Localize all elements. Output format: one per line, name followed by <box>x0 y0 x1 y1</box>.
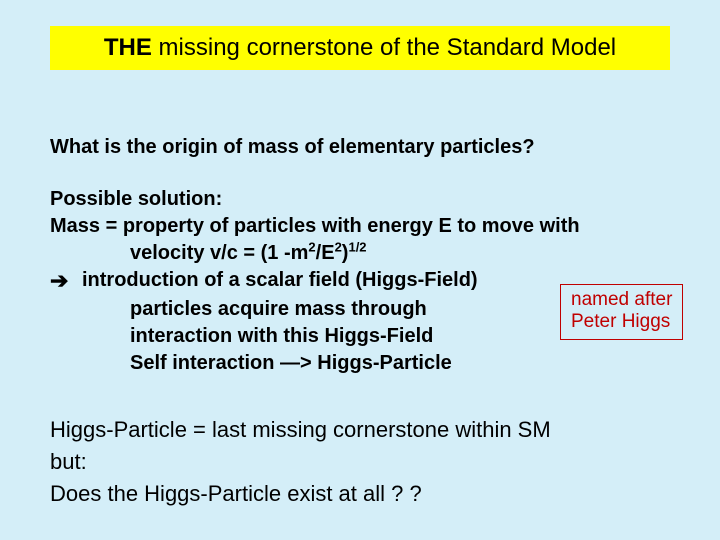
body-line-7: Self interaction —> Higgs-Particle <box>50 350 610 377</box>
body-line-3: velocity v/c = (1 -m2/E2)1/2 <box>50 240 610 267</box>
formula-part-1: velocity v/c = (1 -m <box>130 242 308 264</box>
body-block: Possible solution: Mass = property of pa… <box>50 186 610 377</box>
callout-box: named after Peter Higgs <box>560 284 683 340</box>
arrow-right-icon: ➔ <box>50 267 82 296</box>
subheading: What is the origin of mass of elementary… <box>50 136 535 159</box>
title-emphasis: THE <box>104 34 152 61</box>
slide: THE missing cornerstone of the Standard … <box>0 0 720 540</box>
body-line-5: particles acquire mass through <box>50 296 610 323</box>
body-line-6: interaction with this Higgs-Field <box>50 323 610 350</box>
body-line-2: Mass = property of particles with energy… <box>50 213 610 240</box>
title-rest: missing cornerstone of the Standard Mode… <box>152 34 616 61</box>
formula-sup-2: 2 <box>335 239 342 254</box>
body-line-4-text: introduction of a scalar field (Higgs-Fi… <box>82 267 478 296</box>
conclusion-line-1: Higgs-Particle = last missing cornerston… <box>50 414 551 446</box>
body-line-1: Possible solution: <box>50 186 610 213</box>
conclusion-line-2: but: <box>50 446 551 478</box>
formula-sup-1: 2 <box>308 239 315 254</box>
formula-sup-3: 1/2 <box>348 239 366 254</box>
body-line-4: ➔ introduction of a scalar field (Higgs-… <box>50 267 610 296</box>
callout-line-2: Peter Higgs <box>571 311 672 333</box>
conclusion-block: Higgs-Particle = last missing cornerston… <box>50 414 551 510</box>
title-bar: THE missing cornerstone of the Standard … <box>50 26 670 70</box>
formula-part-2: /E <box>316 242 335 264</box>
callout-line-1: named after <box>571 289 672 311</box>
conclusion-line-3: Does the Higgs-Particle exist at all ? ? <box>50 478 551 510</box>
